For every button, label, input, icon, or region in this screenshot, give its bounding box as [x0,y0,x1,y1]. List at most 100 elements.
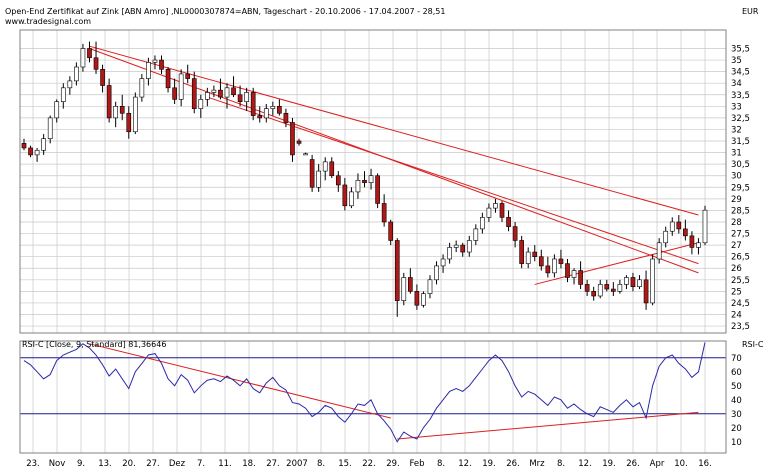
x-tick-label: 19. [482,459,496,469]
x-tick-label: 29. [386,459,400,469]
price-tick-label: 25 [731,287,742,297]
candle-body [591,291,597,297]
candle-body [178,73,184,100]
candle-body [453,244,459,248]
x-tick-label: 18. [242,459,256,469]
x-tick-label: Mrz [529,459,545,469]
price-tick-label: 27,5 [731,230,750,240]
rsi-trendline [397,411,699,440]
rsi-tick-label: 20 [731,424,742,434]
candle-body [584,284,590,292]
candle-body [224,87,230,98]
candle-body [375,175,380,204]
candle-body [47,117,53,140]
x-tick-label: 2007 [286,459,308,469]
candle-body [60,87,66,103]
candle-body [172,87,177,100]
candle-body [93,57,99,70]
candle-body [329,161,335,177]
x-tick-label: 13. [98,459,112,469]
rsi-axis-label: RSI-C [742,340,764,349]
candle-body [165,69,171,89]
x-tick-label: 26. [506,459,520,469]
candle-body [290,122,295,156]
x-tick-label: Dez [169,459,186,469]
candle-body [486,207,492,218]
candle-body [683,228,688,237]
candle-body [480,217,485,230]
candle-body [525,251,531,264]
candle-body [447,247,452,260]
candle-body [303,153,308,156]
source-label: www.tradesignal.com [5,17,91,26]
candle-body [401,277,407,301]
price-tick-label: 27 [731,241,742,251]
x-tick-label: 10. [674,459,688,469]
candle-body [506,217,511,227]
price-tick-label: 35,5 [731,45,750,55]
candle-body [460,244,466,253]
price-tick-label: 34,5 [731,68,750,78]
candle-body [440,258,446,267]
price-tick-label: 29,5 [731,183,750,193]
rsi-plot-frame [19,340,727,454]
price-trendlines [89,45,699,285]
rsi-trendline [89,343,391,419]
candle-body [408,277,413,292]
candle-body [676,221,682,230]
price-tick-label: 30 [731,172,742,182]
candle-body [610,288,616,292]
x-tick-label: 26. [626,459,640,469]
candle-body [381,203,387,223]
price-tick-label: 26 [731,264,742,274]
x-tick-label: 27. [266,459,280,469]
candle-body [571,270,577,278]
candle-body [499,203,505,218]
price-tick-label: 23,5 [731,322,750,332]
candle-body [702,209,708,244]
price-tick-label: 30,5 [731,160,750,170]
candle-body [624,277,629,285]
candle-body [597,284,603,297]
candle-body [211,89,217,93]
candle-body [669,221,675,232]
candle-body [67,80,73,89]
x-tick-label: 11. [218,459,232,469]
x-tick-label: 9. [77,459,85,469]
price-tick-label: 26,5 [731,253,750,263]
candle-body [427,279,433,294]
x-tick-label: 15. [338,459,352,469]
candle-body [578,270,583,285]
rsi-tick-label: 50 [731,382,742,392]
candle-body [41,138,46,151]
candle-body [21,143,27,149]
rsi-tick-label: 30 [731,410,742,420]
rsi-line [23,342,706,443]
candle-body [349,191,354,207]
price-tick-label: 24,5 [731,299,750,309]
x-tick-label: 12. [578,459,592,469]
candle-body [126,112,132,133]
price-tick-label: 28,5 [731,206,750,216]
candle-body [630,277,636,288]
candle-body [316,170,321,188]
price-tick-label: 25,5 [731,276,750,286]
candle-body [643,279,649,304]
candle-body [250,92,256,116]
candle-body [139,78,145,98]
x-tick-label: 8. [437,459,445,469]
price-plot-frame [19,29,727,334]
x-tick-label: 12. [458,459,472,469]
price-trendline [89,45,699,216]
x-tick-label: 16. [698,459,712,469]
candle-body [283,112,289,123]
rsi-tick-label: 10 [731,438,742,448]
price-trendline [534,242,699,285]
grid [20,30,726,453]
rsi-tick-label: 40 [731,396,742,406]
candle-body [342,184,348,207]
price-tick-label: 33,5 [731,91,750,101]
price-tick-label: 35 [731,56,742,66]
candle-body [565,263,570,278]
candle-body [152,59,158,63]
